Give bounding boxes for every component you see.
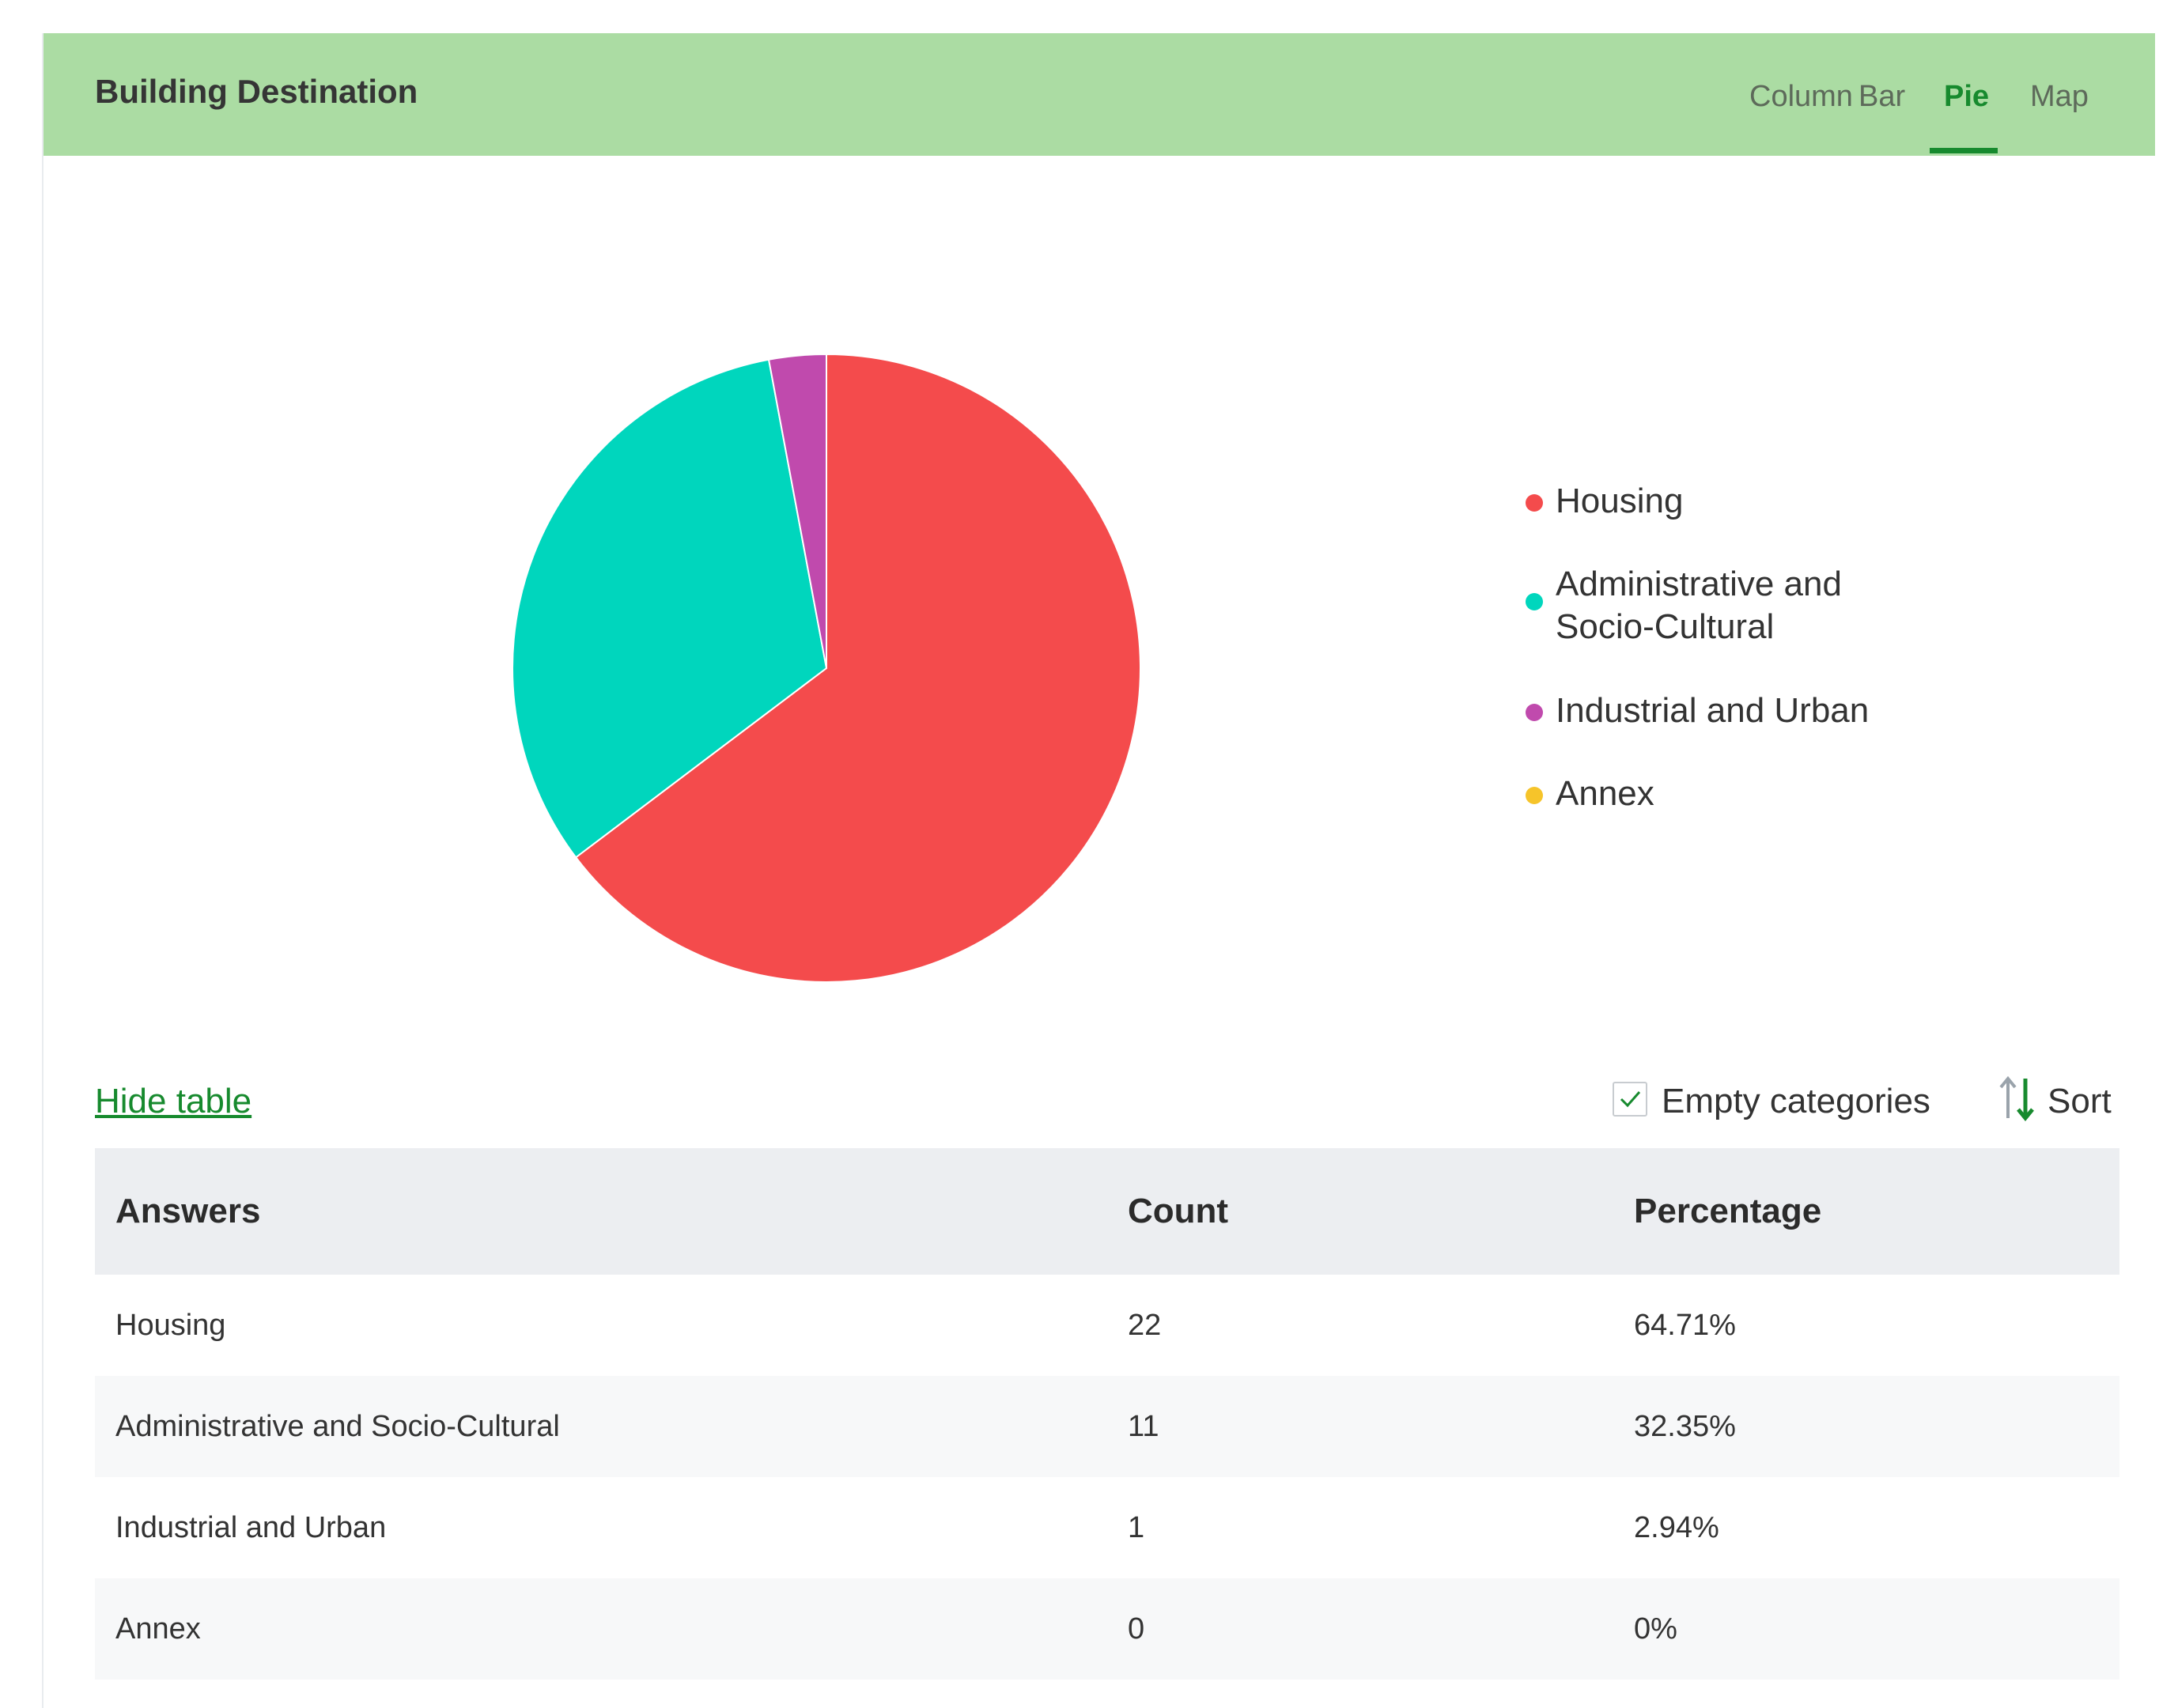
hide-table-link[interactable]: Hide table bbox=[95, 1082, 252, 1120]
sort-button[interactable]: Sort bbox=[2048, 1082, 2112, 1120]
table-header-row: Answers Count Percentage bbox=[95, 1148, 2119, 1275]
pie-slice-administrative-and-socio-cultural[interactable] bbox=[512, 358, 828, 859]
checkmark-icon bbox=[1620, 1091, 1641, 1108]
table-row: Housing 22 64.71% bbox=[95, 1275, 2119, 1376]
tab-column[interactable]: Column bbox=[1749, 80, 1853, 113]
legend-dot-administrative bbox=[1526, 593, 1543, 610]
count-cell: 22 bbox=[1128, 1308, 1162, 1342]
table-controls: Hide table Empty categories Sort bbox=[43, 1069, 2155, 1132]
answer-cell: Annex bbox=[95, 1578, 1107, 1680]
tab-bar[interactable]: Bar bbox=[1858, 80, 1906, 113]
pie-chart-area: Housing Administrative and Socio-Cultura… bbox=[43, 156, 2155, 1026]
legend-label: Administrative and Socio-Cultural bbox=[1556, 563, 1998, 648]
legend-label: Industrial and Urban bbox=[1556, 691, 1870, 730]
count-cell: 0 bbox=[1107, 1578, 1613, 1680]
results-table: Answers Count Percentage Housing 22 64.7… bbox=[95, 1148, 2119, 1680]
table-row: Administrative and Socio-Cultural 11 32.… bbox=[95, 1376, 2119, 1477]
legend-label-line: Administrative and bbox=[1556, 565, 1842, 603]
card-header: Building Destination Column Bar Pie Map bbox=[43, 33, 2155, 156]
table-row: Industrial and Urban 1 2.94% bbox=[95, 1477, 2119, 1578]
empty-categories-label: Empty categories bbox=[1662, 1082, 1930, 1120]
column-header-percentage: Percentage bbox=[1613, 1148, 2119, 1275]
count-cell: 1 bbox=[1128, 1510, 1145, 1544]
sort-icon[interactable] bbox=[1997, 1074, 2038, 1123]
tab-pie[interactable]: Pie bbox=[1944, 80, 1990, 113]
percentage-cell: 0% bbox=[1613, 1578, 2119, 1680]
results-card: Building Destination Column Bar Pie Map … bbox=[42, 33, 2155, 1708]
answer-cell: Industrial and Urban bbox=[115, 1510, 387, 1544]
percentage-cell: 32.35% bbox=[1613, 1376, 2119, 1477]
tab-map[interactable]: Map bbox=[2030, 80, 2089, 113]
table-row: Annex 0 0% bbox=[95, 1578, 2119, 1680]
legend-label-line: Socio-Cultural bbox=[1556, 607, 1775, 646]
column-header-count: Count bbox=[1107, 1148, 1613, 1275]
percentage-cell: 2.94% bbox=[1634, 1510, 1719, 1544]
pie-slice-housing[interactable] bbox=[574, 353, 1141, 983]
legend-dot-annex bbox=[1526, 787, 1543, 804]
pie-slice-industrial-and-urban[interactable] bbox=[767, 353, 827, 669]
legend-dot-industrial bbox=[1526, 704, 1543, 721]
answer-cell: Housing bbox=[115, 1308, 226, 1342]
active-tab-indicator bbox=[1930, 148, 1998, 153]
question-title: Building Destination bbox=[95, 73, 418, 110]
legend-dot-housing bbox=[1526, 494, 1543, 512]
percentage-cell: 64.71% bbox=[1634, 1308, 1736, 1342]
column-header-answers: Answers bbox=[95, 1148, 1107, 1275]
empty-categories-checkbox[interactable] bbox=[1613, 1082, 1647, 1117]
legend-label: Housing bbox=[1556, 482, 1684, 520]
count-cell: 11 bbox=[1107, 1376, 1613, 1477]
legend-label: Annex bbox=[1556, 774, 1654, 813]
answer-cell: Administrative and Socio-Cultural bbox=[95, 1376, 1107, 1477]
pie-chart bbox=[512, 353, 1141, 983]
